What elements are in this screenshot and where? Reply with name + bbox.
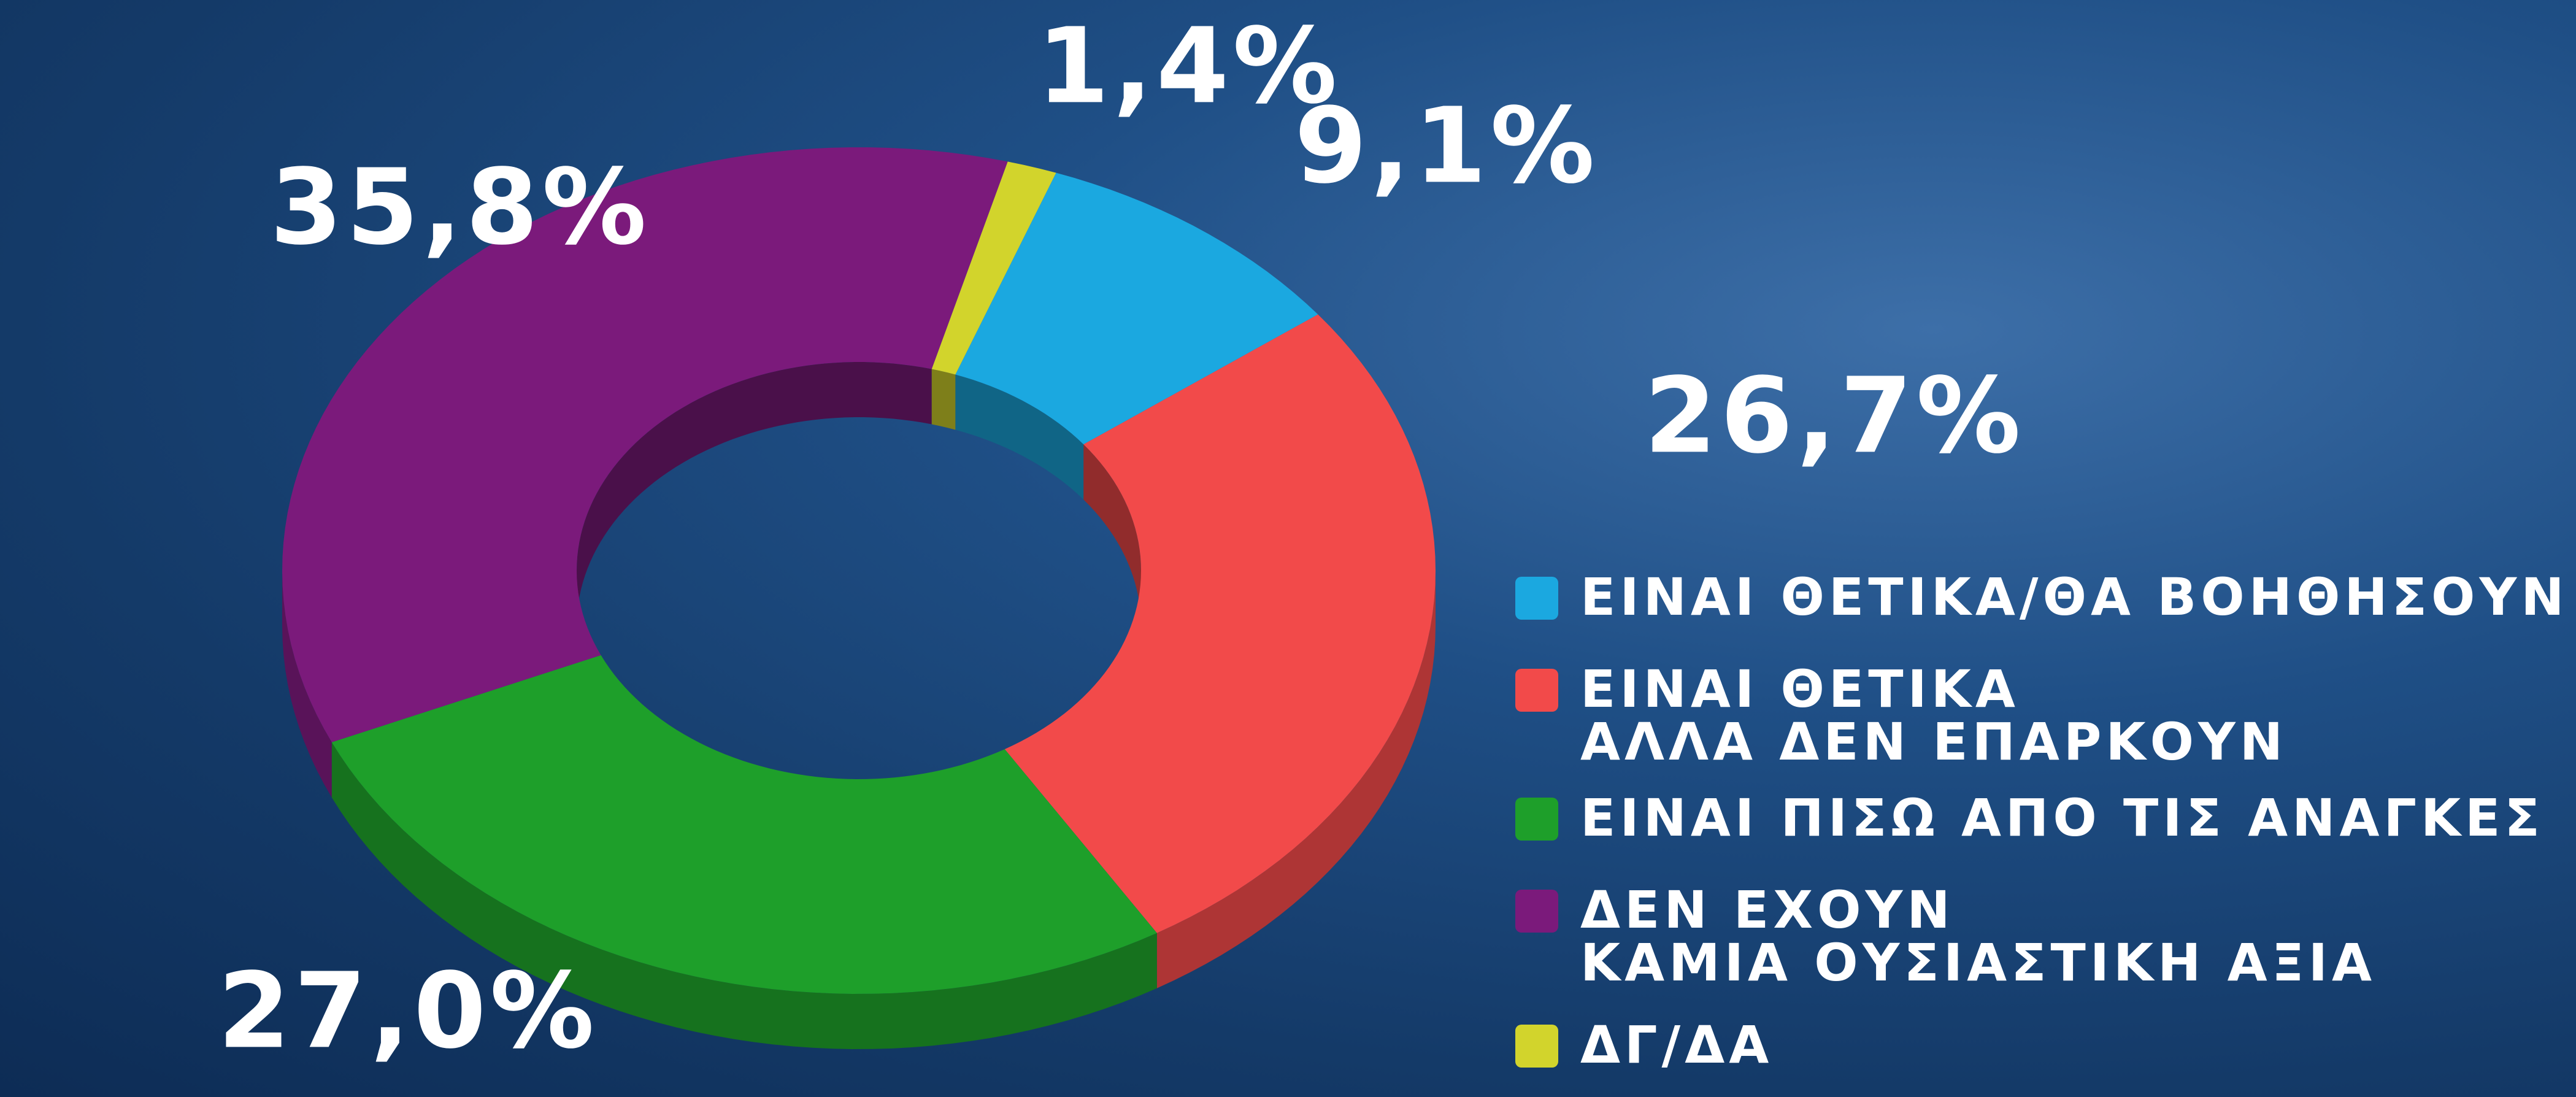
slice (331, 655, 1157, 994)
slice-tops (282, 147, 1436, 994)
slice (1004, 314, 1436, 933)
legend-swatch (1515, 669, 1558, 712)
legend-item: ΔΓ/ΔΑ (1515, 1018, 1773, 1071)
slice-side (331, 742, 1157, 1049)
legend-item: ΔΕΝ ΕΧΟΥΝ ΚΑΜΙΑ ΟΥΣΙΑΣΤΙΚΗ ΑΞΙΑ (1515, 883, 2376, 989)
slice-inner-wall (955, 374, 1084, 500)
slice-sides (282, 362, 1436, 1049)
slice (955, 172, 1318, 445)
legend-item: ΕΙΝΑΙ ΘΕΤΙΚΑ ΑΛΛΑ ΔΕΝ ΕΠΑΡΚΟΥΝ (1515, 663, 2287, 768)
slice-inner-wall (1083, 444, 1141, 626)
value-label: 1,4% (1037, 6, 1340, 127)
slice (931, 161, 1056, 375)
slice-inner-wall (577, 362, 932, 626)
slice-side (1156, 571, 1436, 988)
legend-swatch (1515, 890, 1558, 933)
legend-label: ΔΓ/ΔΑ (1580, 1015, 1774, 1075)
value-label: 26,7% (1644, 355, 2024, 477)
legend-swatch (1515, 577, 1558, 620)
value-label: 9,1% (1294, 85, 1598, 207)
legend-item: ΕΙΝΑΙ ΠΙΣΩ ΑΠΟ ΤΙΣ ΑΝΑΓΚΕΣ (1515, 791, 2544, 844)
legend-label: ΕΙΝΑΙ ΘΕΤΙΚΑ/ΘΑ ΒΟΗΘΗΣΟΥΝ (1580, 567, 2569, 627)
legend-item: ΕΙΝΑΙ ΘΕΤΙΚΑ/ΘΑ ΒΟΗΘΗΣΟΥΝ (1515, 571, 2569, 623)
slice (282, 147, 1008, 742)
slice-inner-wall (931, 369, 956, 430)
value-label: 35,8% (270, 147, 650, 268)
legend-swatch (1515, 1025, 1558, 1068)
legend-swatch (1515, 798, 1558, 841)
legend-label: ΔΕΝ ΕΧΟΥΝ ΚΑΜΙΑ ΟΥΣΙΑΣΤΙΚΗ ΑΞΙΑ (1580, 880, 2376, 993)
slice-side (282, 571, 332, 798)
legend-label: ΕΙΝΑΙ ΘΕΤΙΚΑ ΑΛΛΑ ΔΕΝ ΕΠΑΡΚΟΥΝ (1580, 659, 2288, 772)
value-label: 27,0% (218, 950, 598, 1072)
legend-label: ΕΙΝΑΙ ΠΙΣΩ ΑΠΟ ΤΙΣ ΑΝΑΓΚΕΣ (1580, 788, 2544, 848)
